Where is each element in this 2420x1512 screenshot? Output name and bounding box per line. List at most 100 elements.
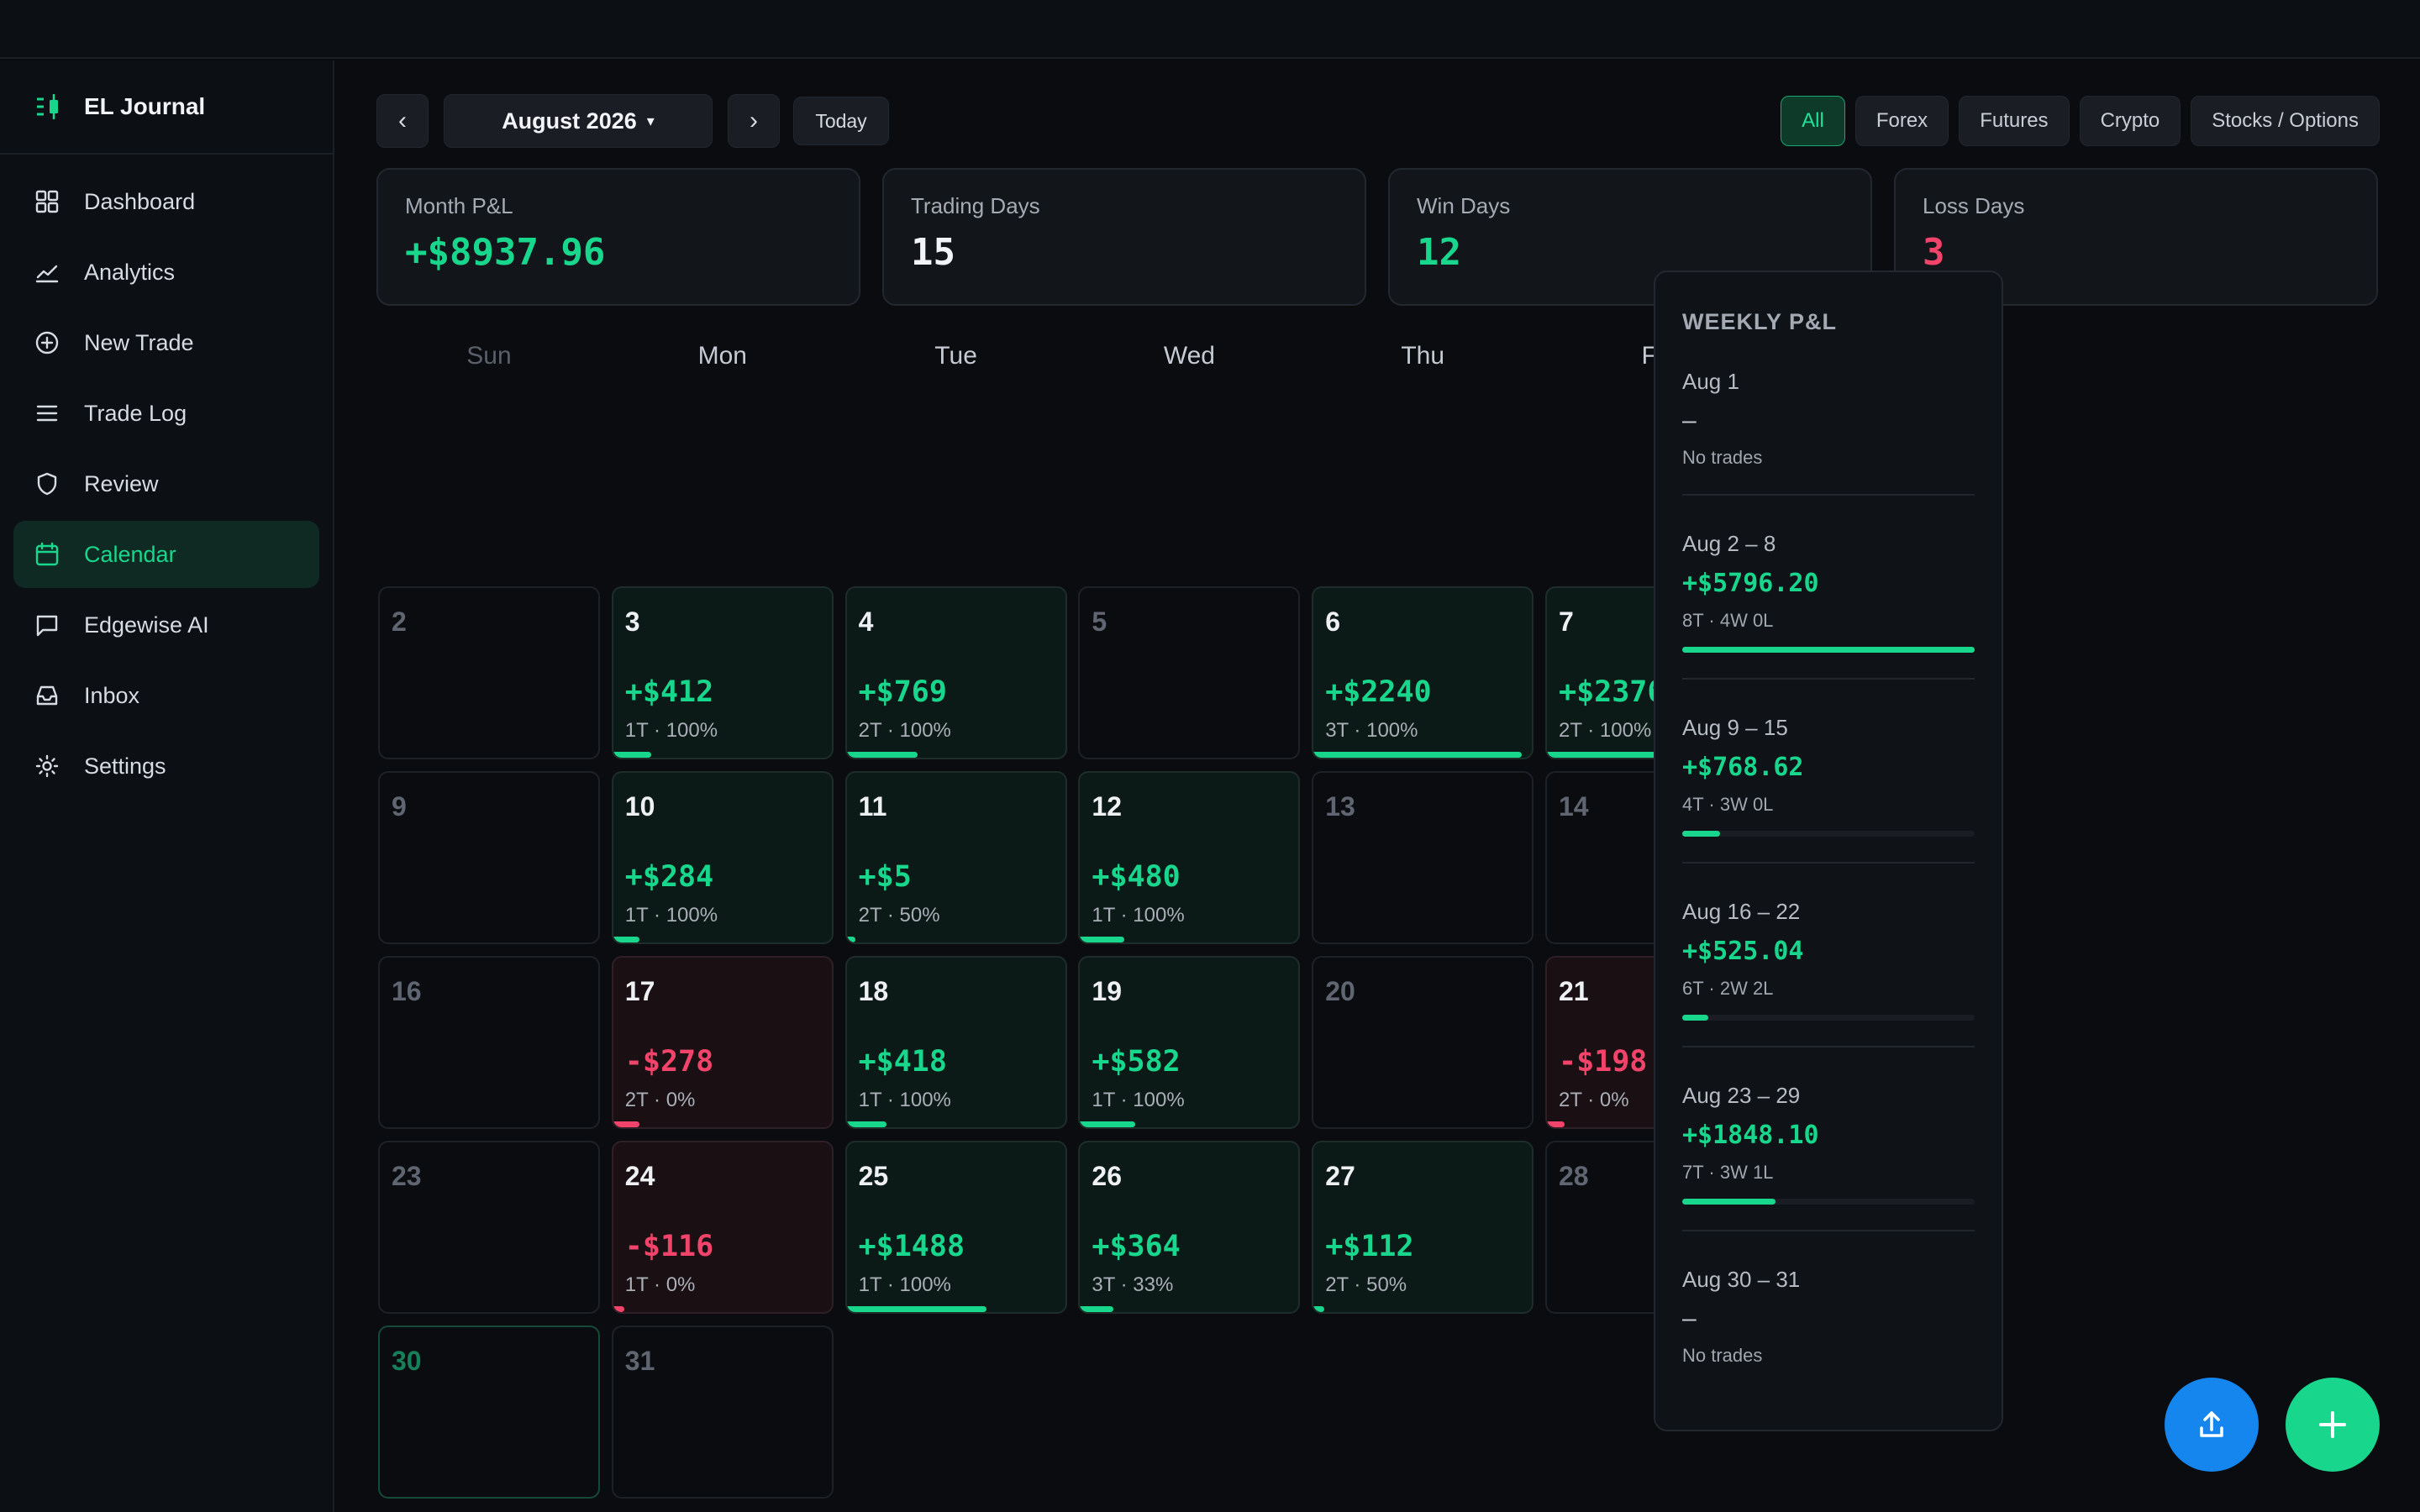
sidebar-item-dashboard[interactable]: Dashboard (13, 168, 319, 235)
day-pnl: -$198 (1559, 1045, 1648, 1079)
calendar-day[interactable]: 23 (378, 1141, 600, 1314)
day-pnl-bar (613, 937, 640, 942)
sidebar-item-settings[interactable]: Settings (13, 732, 319, 800)
sidebar-item-label: Trade Log (84, 400, 187, 426)
calendar-day[interactable]: 20 (1312, 956, 1534, 1129)
calendar-day[interactable]: 16 (378, 956, 600, 1129)
sidebar-item-review[interactable]: Review (13, 450, 319, 517)
calendar-day[interactable]: 3 +$412 1T · 100% (611, 586, 834, 759)
day-number: 24 (624, 1161, 655, 1191)
week-summary: No trades (1682, 447, 1763, 468)
calendar-day[interactable]: 30 (378, 1326, 600, 1499)
chart-line-icon (34, 259, 60, 286)
calendar-day[interactable]: 27 +$112 2T · 50% (1312, 1141, 1534, 1314)
weekly-row: Aug 9 – 15 +$768.62 4T · 3W 0L (1682, 680, 1975, 864)
grid-icon (34, 188, 60, 215)
week-pnl: +$5796.20 (1682, 569, 1819, 598)
weekly-pnl-panel: WEEKLY P&L Aug 1 – No trades Aug 2 – 8 +$579… (1654, 270, 2003, 1431)
day-number: 25 (858, 1161, 889, 1191)
sidebar-item-edgewise-ai[interactable]: Edgewise AI (13, 591, 319, 659)
day-pnl: +$769 (858, 675, 947, 709)
calendar-day[interactable]: 10 +$284 1T · 100% (611, 771, 834, 944)
next-month-button[interactable]: › (728, 94, 780, 148)
day-number: 4 (858, 606, 874, 637)
gear-icon (34, 753, 60, 780)
day-number: 3 (624, 606, 640, 637)
month-picker[interactable]: August 2026 ▾ (444, 94, 713, 148)
calendar-day[interactable]: 11 +$5 2T · 50% (844, 771, 1067, 944)
calendar-day[interactable]: 26 +$364 3T · 33% (1078, 1141, 1301, 1314)
calendar-day[interactable]: 13 (1312, 771, 1534, 944)
week-pnl-track (1682, 647, 1975, 653)
add-trade-button[interactable] (2286, 1378, 2380, 1472)
sidebar-item-trade-log[interactable]: Trade Log (13, 380, 319, 447)
day-number: 27 (1325, 1161, 1355, 1191)
day-pnl: +$480 (1092, 860, 1181, 894)
calendar-day[interactable]: 6 +$2240 3T · 100% (1312, 586, 1534, 759)
filter-crypto[interactable]: Crypto (2079, 96, 2181, 146)
calendar-day[interactable]: 18 +$418 1T · 100% (844, 956, 1067, 1129)
weekday-header-wed: Wed (1163, 342, 1215, 370)
sidebar-item-label: Dashboard (84, 188, 196, 214)
day-number: 26 (1092, 1161, 1122, 1191)
calendar-day[interactable]: 9 (378, 771, 600, 944)
import-trades-button[interactable] (2165, 1378, 2259, 1472)
market-filters: All Forex Futures Crypto Stocks / Options (1781, 96, 2380, 146)
stat-card-trading-days: Trading Days 15 (882, 168, 1366, 306)
filter-all[interactable]: All (1781, 96, 1845, 146)
sidebar-item-inbox[interactable]: Inbox (13, 662, 319, 729)
weekly-row: Aug 23 – 29 +$1848.10 7T · 3W 1L (1682, 1047, 1975, 1231)
sidebar-item-analytics[interactable]: Analytics (13, 239, 319, 306)
calendar-day[interactable]: 17 -$278 2T · 0% (611, 956, 834, 1129)
day-pnl-bar (1313, 752, 1523, 758)
day-pnl-bar (846, 937, 856, 942)
stat-value: 12 (1417, 231, 1461, 274)
week-pnl-bar (1682, 831, 1721, 837)
calendar-day[interactable]: 25 +$1488 1T · 100% (844, 1141, 1067, 1314)
calendar-day[interactable]: 5 (1078, 586, 1301, 759)
week-empty-dash: – (1682, 407, 1697, 434)
calendar-day[interactable]: 4 +$769 2T · 100% (844, 586, 1067, 759)
day-pnl: +$1488 (858, 1230, 965, 1263)
calendar-day[interactable]: 12 +$480 1T · 100% (1078, 771, 1301, 944)
calendar-day[interactable]: 19 +$582 1T · 100% (1078, 956, 1301, 1129)
day-trade-summary: 1T · 100% (624, 719, 718, 742)
day-number: 18 (858, 976, 889, 1006)
day-pnl: +$364 (1092, 1230, 1181, 1263)
shield-icon (34, 470, 60, 497)
today-button[interactable]: Today (793, 97, 889, 145)
filter-forex[interactable]: Forex (1854, 96, 1949, 146)
sidebar-item-new-trade[interactable]: New Trade (13, 309, 319, 376)
weekly-row: Aug 16 – 22 +$525.04 6T · 2W 2L (1682, 864, 1975, 1047)
filter-stocks-options[interactable]: Stocks / Options (2191, 96, 2380, 146)
day-pnl: +$2376 (1559, 675, 1665, 709)
calendar-day[interactable]: 24 -$116 1T · 0% (611, 1141, 834, 1314)
week-pnl: +$525.04 (1682, 937, 1804, 966)
day-pnl-bar (846, 1121, 887, 1127)
week-range: Aug 9 – 15 (1682, 715, 1788, 740)
day-pnl: +$412 (624, 675, 714, 709)
day-trade-summary: 1T · 100% (858, 1089, 951, 1111)
day-pnl: +$582 (1092, 1045, 1181, 1079)
day-trade-summary: 3T · 100% (1325, 719, 1418, 742)
stat-value: 3 (1923, 231, 1945, 274)
week-range: Aug 2 – 8 (1682, 531, 1776, 556)
day-pnl: -$278 (624, 1045, 714, 1079)
day-trade-summary: 2T · 100% (858, 719, 951, 742)
calendar-day[interactable]: 31 (611, 1326, 834, 1499)
app-title: EL Journal (84, 93, 206, 119)
day-number: 21 (1559, 976, 1589, 1006)
prev-month-button[interactable]: ‹ (376, 94, 429, 148)
brand[interactable]: EL Journal (0, 60, 333, 155)
sidebar-item-calendar[interactable]: Calendar (13, 521, 319, 588)
calendar-day[interactable]: 2 (378, 586, 600, 759)
filter-futures[interactable]: Futures (1959, 96, 2070, 146)
weekly-row: Aug 2 – 8 +$5796.20 8T · 4W 0L (1682, 496, 1975, 680)
week-summary: 8T · 4W 0L (1682, 610, 1774, 631)
week-pnl-track (1682, 1015, 1975, 1021)
sidebar-item-label: New Trade (84, 329, 194, 355)
sidebar-item-label: Analytics (84, 259, 176, 285)
sidebar: EL Journal Dashboard Analytics New Trade Tr… (0, 60, 334, 1512)
day-pnl: +$418 (858, 1045, 947, 1079)
